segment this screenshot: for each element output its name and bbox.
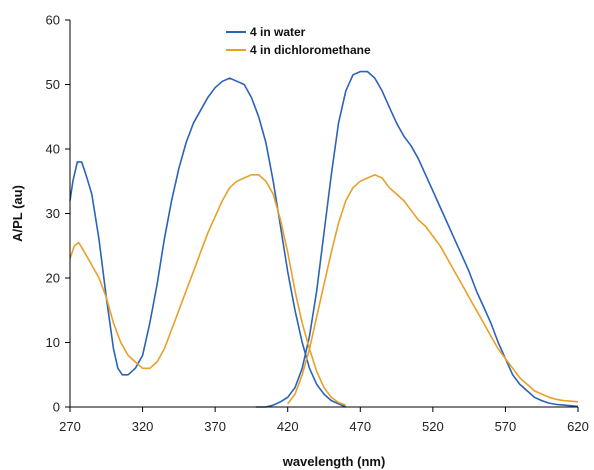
y-tick-label: 60 — [46, 13, 60, 28]
x-tick-label: 420 — [277, 419, 299, 434]
y-axis-ticks: 0 10 20 30 40 50 60 — [46, 13, 70, 415]
x-tick-label: 620 — [567, 419, 589, 434]
x-tick-label: 570 — [495, 419, 517, 434]
y-axis-title: A/PL (au) — [10, 185, 25, 242]
legend-label: 4 in water — [250, 25, 306, 39]
plot-lines — [69, 70, 579, 408]
series-line-dichloromethane-absorption — [69, 174, 347, 406]
series-line-water-absorption — [69, 77, 347, 408]
y-tick-label: 40 — [46, 142, 60, 157]
x-axis-title: wavelength (nm) — [282, 454, 386, 469]
legend: 4 in water 4 in dichloromethane — [226, 25, 371, 57]
y-tick-label: 20 — [46, 271, 60, 286]
x-tick-label: 270 — [59, 419, 81, 434]
y-tick-label: 30 — [46, 206, 60, 221]
x-axis-ticks: 270 320 370 420 470 520 570 620 — [59, 407, 589, 434]
series-line-dichloromethane-emission — [287, 174, 579, 405]
series-line-water-emission — [255, 70, 579, 408]
x-tick-label: 470 — [349, 419, 371, 434]
y-tick-label: 10 — [46, 335, 60, 350]
legend-label: 4 in dichloromethane — [250, 43, 371, 57]
x-tick-label: 320 — [132, 419, 154, 434]
y-tick-label: 50 — [46, 77, 60, 92]
y-tick-label: 0 — [53, 400, 60, 415]
x-tick-label: 370 — [204, 419, 226, 434]
x-tick-label: 520 — [422, 419, 444, 434]
